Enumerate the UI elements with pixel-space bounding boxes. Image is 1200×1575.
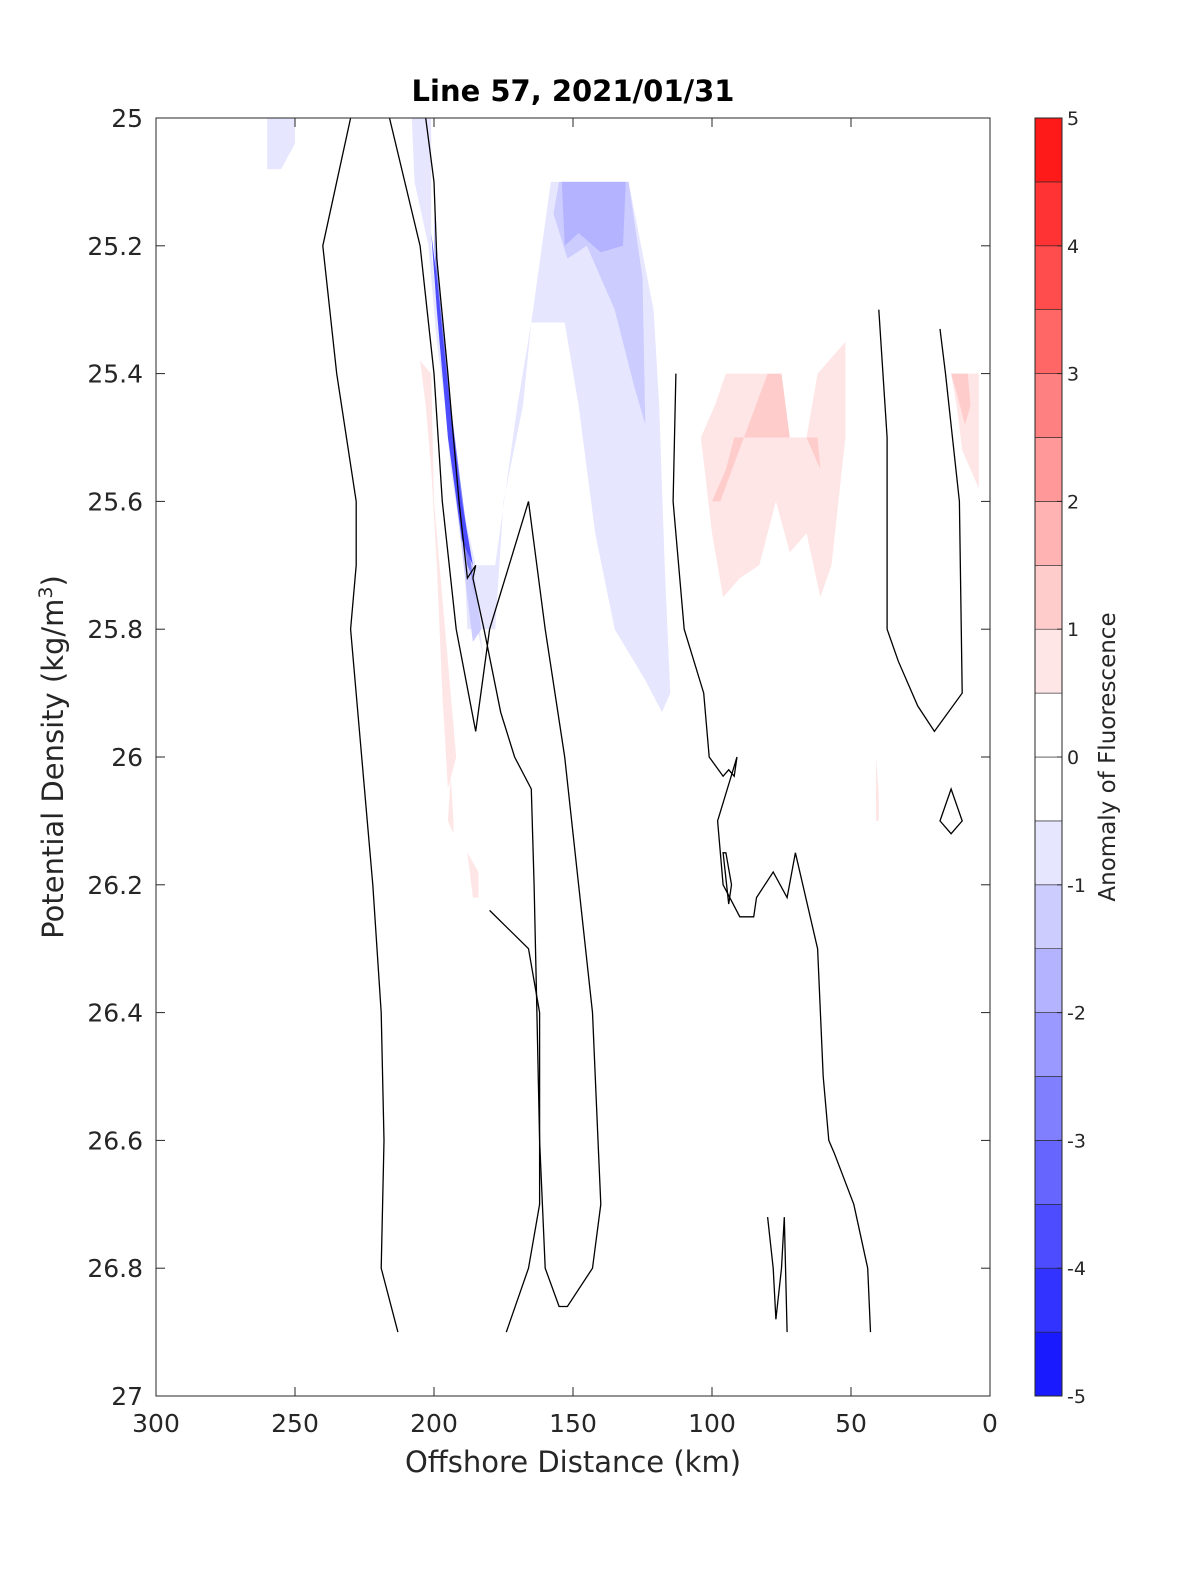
colorbar-segment — [1034, 756, 1063, 822]
contour-line-5 — [766, 1217, 788, 1333]
contour-line-layer — [322, 117, 963, 1333]
colorbar-label: Anomaly of Fluorescence — [1095, 612, 1121, 901]
y-tick-label: 25.4 — [87, 360, 143, 389]
colorbar-segment — [1034, 1204, 1063, 1269]
contour-line-0 — [322, 117, 399, 1333]
y-tick-label: 25.6 — [87, 487, 143, 516]
y-axis-ticks: 25 25.2 25.4 25.6 25.8 26 26.2 26.4 26.6 26.8 27 — [87, 104, 990, 1411]
colorbar-segment — [1034, 437, 1063, 502]
colorbar-segment — [1034, 501, 1063, 566]
filled-region-6 — [561, 181, 626, 253]
colorbar-segment — [1034, 884, 1063, 949]
filled-region-5 — [434, 213, 482, 643]
colorbar-segment — [1034, 948, 1063, 1013]
filled-region-10 — [420, 360, 457, 789]
plot-area: 300 250 200 150 100 50 0 2525.225.425.625.8262… — [87, 104, 998, 1438]
filled-region-0 — [267, 118, 295, 170]
contour-line-1 — [388, 117, 602, 1308]
y-tick-label: 25.8 — [87, 615, 143, 644]
colorbar-tick-label: -5 — [1067, 1386, 1086, 1408]
colorbar-segment — [1034, 1012, 1063, 1077]
y-axis-label-superscript: 3 — [35, 586, 57, 598]
colorbar-segment — [1034, 1331, 1063, 1397]
colorbar-segment — [1034, 373, 1063, 438]
colorbar-segment — [1034, 309, 1063, 374]
x-tick-label: 150 — [549, 1409, 597, 1438]
y-tick-label: 26.2 — [87, 871, 143, 900]
y-axis-label-close: ) — [36, 575, 70, 586]
colorbar-tick-label: 5 — [1067, 108, 1079, 130]
x-tick-label: 300 — [132, 1409, 180, 1438]
filled-region-14 — [951, 373, 979, 489]
colorbar-segment — [1034, 564, 1063, 630]
contour-line-3 — [489, 909, 541, 1333]
colorbar: 5 4 3 2 1 0 -1 -2 -3 -4 -5 Anomaly of Fluorescence — [1034, 108, 1121, 1408]
colorbar-tick-label: 1 — [1067, 619, 1079, 641]
colorbar-segment — [1034, 1140, 1063, 1205]
x-tick-label: 100 — [688, 1409, 736, 1438]
colorbar-segment — [1034, 1267, 1063, 1333]
filled-region-13 — [700, 341, 846, 598]
x-axis-label: Offshore Distance (km) — [405, 1445, 741, 1479]
filled-region-17 — [951, 373, 971, 425]
colorbar-tick-label: -2 — [1067, 1003, 1086, 1025]
colorbar-segment — [1034, 1076, 1063, 1141]
colorbar-segment — [1034, 245, 1063, 311]
y-tick-label: 26.6 — [87, 1126, 143, 1155]
filled-region-1 — [411, 118, 484, 662]
colorbar-segment — [1034, 181, 1063, 247]
colorbar-tick-label: -3 — [1067, 1130, 1086, 1152]
filled-region-11 — [447, 776, 454, 834]
colorbar-tick-label: 3 — [1067, 364, 1079, 386]
y-tick-label: 26.8 — [87, 1254, 143, 1283]
filled-region-12 — [467, 852, 479, 898]
y-tick-label: 26.4 — [87, 999, 143, 1028]
y-tick-label: 27 — [111, 1382, 143, 1411]
contour-line-7 — [939, 787, 963, 835]
y-tick-label: 26 — [111, 743, 143, 772]
x-tick-label: 200 — [410, 1409, 458, 1438]
colorbar-tick-label: 2 — [1067, 491, 1079, 513]
contour-line-4 — [722, 852, 733, 905]
y-tick-label: 25 — [111, 104, 143, 133]
chart-title: Line 57, 2021/01/31 — [412, 74, 735, 108]
colorbar-tick-label: -1 — [1067, 875, 1086, 897]
contour-line-6 — [878, 309, 963, 733]
filled-region-15 — [876, 757, 879, 821]
colorbar-segment — [1034, 692, 1063, 758]
y-axis-label-main: Potential Density (kg/m — [36, 599, 70, 939]
x-tick-label: 50 — [835, 1409, 867, 1438]
contour-line-2 — [672, 373, 872, 1333]
filled-region-16 — [712, 373, 790, 502]
colorbar-segment — [1034, 820, 1063, 886]
colorbar-tick-label: 0 — [1067, 747, 1079, 769]
colorbar-segment — [1034, 117, 1063, 183]
x-tick-label: 250 — [271, 1409, 319, 1438]
colorbar-tick-label: -4 — [1067, 1258, 1086, 1280]
colorbar-segment — [1034, 628, 1063, 694]
colorbar-ticks: 5 4 3 2 1 0 -1 -2 -3 -4 -5 — [1057, 108, 1086, 1408]
filled-contour-layer — [267, 118, 979, 898]
y-axis-label: Potential Density (kg/m3) — [35, 575, 70, 939]
filled-region-18 — [806, 437, 821, 470]
x-axis-ticks: 300 250 200 150 100 50 0 — [132, 118, 998, 1438]
x-tick-label: 0 — [982, 1409, 998, 1438]
y-tick-label: 25.2 — [87, 232, 143, 261]
colorbar-tick-label: 4 — [1067, 236, 1079, 258]
